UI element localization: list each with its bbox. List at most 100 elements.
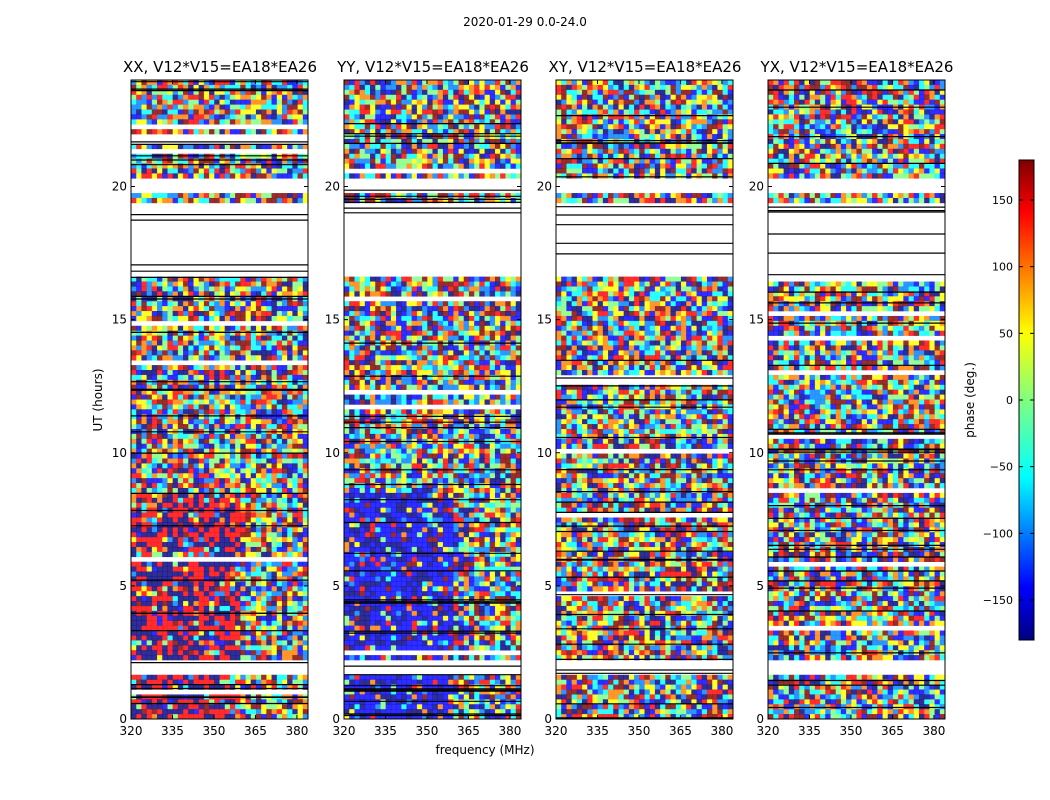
- phase-cell: [146, 399, 153, 405]
- phase-cell: [141, 443, 147, 449]
- phase-cell: [432, 335, 439, 341]
- phase-cell: [198, 99, 205, 105]
- phase-cell: [479, 89, 485, 96]
- phase-cell: [235, 630, 241, 636]
- phase-cell: [261, 89, 267, 96]
- phase-cell: [390, 394, 397, 400]
- phase-cell: [172, 424, 179, 430]
- phase-cell: [250, 335, 257, 341]
- phase-cell: [250, 483, 257, 489]
- phase-cell: [224, 497, 231, 504]
- phase-cell: [468, 119, 475, 125]
- phase-cell: [151, 311, 158, 317]
- phase-cell: [364, 124, 371, 130]
- phase-cell: [151, 384, 158, 390]
- phase-cell: [183, 537, 189, 543]
- phase-cell: [302, 379, 309, 386]
- phase-cell: [229, 655, 236, 661]
- phase-cell: [276, 335, 283, 341]
- phase-cell: [255, 94, 262, 100]
- phase-cell: [214, 424, 220, 430]
- phase-cell: [198, 650, 205, 656]
- phase-cell: [276, 448, 283, 454]
- phase-cell: [302, 502, 309, 508]
- phase-cell: [396, 365, 402, 371]
- phase-cell: [177, 655, 184, 661]
- phase-cell: [172, 542, 179, 548]
- phase-cell: [468, 315, 475, 322]
- phase-cell: [209, 586, 215, 592]
- phase-cell: [224, 532, 231, 538]
- phase-cell: [183, 404, 189, 410]
- phase-cell: [188, 586, 194, 592]
- phase-cell: [131, 458, 137, 464]
- phase-cell: [406, 158, 412, 164]
- phase-cell: [261, 468, 267, 474]
- phase-cell: [406, 104, 412, 110]
- phase-cell: [458, 320, 465, 327]
- phase-cell: [250, 625, 257, 631]
- phase-cell: [380, 374, 386, 381]
- phase-cell: [479, 197, 485, 204]
- phase-cell: [468, 384, 475, 390]
- phase-cell: [349, 311, 355, 317]
- phase-cell: [406, 370, 412, 376]
- phase-cell: [229, 532, 236, 538]
- phase-cell: [427, 124, 433, 130]
- phase-cell: [370, 94, 376, 100]
- phase-cell: [172, 483, 179, 489]
- phase-cell: [162, 448, 168, 454]
- phase-cell: [281, 414, 288, 420]
- phase-cell: [183, 109, 189, 115]
- phase-cell: [209, 438, 215, 445]
- phase-cell: [203, 443, 210, 449]
- phase-cell: [198, 414, 205, 420]
- phase-cell: [292, 453, 298, 459]
- phase-cell: [271, 537, 278, 543]
- phase-cell: [271, 566, 278, 572]
- phase-cell: [219, 168, 226, 174]
- phase-cell: [131, 350, 137, 356]
- phase-cell: [302, 596, 309, 602]
- phase-cell: [292, 438, 298, 445]
- phase-cell: [375, 163, 381, 169]
- phase-cell: [141, 502, 147, 508]
- phase-cell: [422, 138, 428, 145]
- phase-cell: [271, 473, 278, 479]
- phase-cell: [136, 129, 142, 135]
- phase-cell: [136, 532, 142, 538]
- phase-cell: [177, 453, 184, 459]
- phase-cell: [255, 311, 262, 317]
- phase-cell: [229, 330, 236, 336]
- phase-cell: [151, 315, 158, 322]
- phase-cell: [167, 286, 173, 292]
- phase-cell: [292, 635, 298, 641]
- phase-cell: [224, 374, 231, 381]
- phase-cell: [198, 84, 205, 91]
- phase-cell: [448, 306, 454, 312]
- phase-cell: [167, 404, 173, 410]
- phase-cell: [510, 370, 517, 376]
- phase-cell: [250, 173, 257, 179]
- phase-cell: [515, 193, 522, 199]
- phase-cell: [370, 325, 376, 331]
- phase-cell: [422, 365, 428, 371]
- phase-cell: [505, 193, 511, 199]
- phase-cell: [344, 281, 350, 287]
- phase-cell: [344, 197, 350, 204]
- phase-cell: [229, 605, 236, 612]
- phase-cell: [266, 394, 272, 400]
- phase-cell: [219, 404, 226, 410]
- phase-cell: [136, 620, 142, 626]
- phase-cell: [209, 94, 215, 100]
- phase-cell: [157, 330, 163, 336]
- phase-cell: [250, 168, 257, 174]
- phase-cell: [505, 276, 511, 282]
- phase-cell: [271, 370, 278, 376]
- phase-cell: [167, 546, 173, 553]
- phase-cell: [375, 281, 381, 287]
- phase-cell: [131, 527, 137, 533]
- phase-cell: [292, 473, 298, 479]
- phase-cell: [375, 286, 381, 292]
- phase-cell: [489, 84, 496, 91]
